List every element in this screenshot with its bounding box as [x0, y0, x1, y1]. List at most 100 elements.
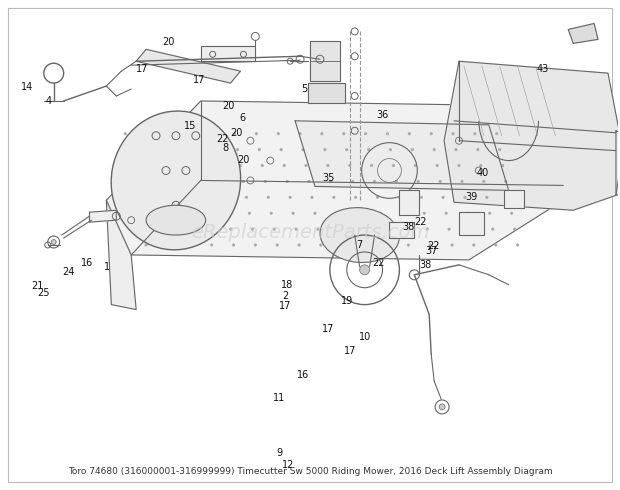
Circle shape [264, 180, 267, 183]
Circle shape [292, 212, 294, 215]
Circle shape [376, 196, 379, 198]
Circle shape [146, 133, 148, 135]
Circle shape [389, 148, 392, 151]
Ellipse shape [111, 111, 241, 250]
Text: 5: 5 [301, 84, 307, 94]
Circle shape [149, 148, 151, 151]
Circle shape [286, 180, 288, 183]
Polygon shape [295, 121, 508, 191]
Circle shape [130, 164, 133, 167]
Circle shape [321, 133, 323, 135]
Text: 17: 17 [322, 324, 335, 334]
Circle shape [470, 228, 472, 230]
Circle shape [330, 180, 332, 183]
Circle shape [139, 212, 141, 215]
Circle shape [232, 244, 235, 246]
Text: 36: 36 [376, 110, 389, 120]
Circle shape [461, 180, 463, 183]
Circle shape [472, 244, 475, 246]
Text: 4: 4 [45, 97, 51, 106]
Circle shape [289, 196, 291, 198]
Circle shape [248, 212, 250, 215]
Text: 17: 17 [279, 301, 291, 311]
Circle shape [255, 133, 257, 135]
Circle shape [133, 180, 135, 183]
Circle shape [360, 228, 363, 230]
Circle shape [442, 196, 445, 198]
Text: 17: 17 [136, 64, 149, 74]
Text: 37: 37 [426, 246, 438, 256]
Ellipse shape [320, 208, 399, 263]
Text: Toro 74680 (316000001-316999999) Timecutter Sw 5000 Riding Mower, 2016 Deck Lift: Toro 74680 (316000001-316999999) Timecut… [68, 467, 552, 476]
Circle shape [193, 148, 195, 151]
Circle shape [495, 133, 498, 135]
Circle shape [167, 244, 169, 246]
Text: 20: 20 [237, 155, 250, 165]
Polygon shape [616, 131, 620, 196]
Circle shape [218, 164, 220, 167]
Circle shape [420, 196, 422, 198]
Text: 11: 11 [273, 393, 285, 403]
Circle shape [299, 133, 301, 135]
Circle shape [411, 148, 414, 151]
Text: 16: 16 [81, 259, 93, 269]
Text: 22: 22 [415, 217, 427, 227]
Circle shape [233, 133, 236, 135]
Text: 2: 2 [282, 291, 288, 301]
Circle shape [467, 212, 469, 215]
Text: 7: 7 [356, 240, 363, 250]
Circle shape [448, 228, 450, 230]
Circle shape [482, 180, 485, 183]
Circle shape [124, 133, 126, 135]
Text: 16: 16 [296, 370, 309, 380]
Circle shape [177, 180, 179, 183]
Circle shape [480, 164, 482, 167]
Text: 12: 12 [282, 460, 294, 470]
Circle shape [136, 196, 138, 198]
Polygon shape [503, 191, 523, 208]
Text: 43: 43 [537, 64, 549, 74]
Circle shape [379, 212, 382, 215]
Circle shape [360, 265, 370, 275]
Circle shape [373, 180, 376, 183]
Circle shape [339, 228, 341, 230]
Circle shape [226, 212, 229, 215]
Circle shape [158, 196, 160, 198]
Circle shape [208, 228, 210, 230]
Circle shape [343, 133, 345, 135]
Circle shape [170, 148, 173, 151]
Circle shape [333, 196, 335, 198]
Circle shape [142, 228, 144, 230]
Circle shape [363, 244, 366, 246]
Circle shape [417, 180, 420, 183]
Circle shape [516, 244, 519, 246]
Circle shape [174, 164, 176, 167]
Circle shape [277, 133, 280, 135]
Circle shape [458, 164, 460, 167]
Circle shape [395, 180, 397, 183]
Circle shape [451, 244, 453, 246]
Circle shape [190, 133, 192, 135]
Polygon shape [89, 210, 117, 222]
Circle shape [261, 164, 264, 167]
Text: 8: 8 [222, 143, 228, 153]
Circle shape [298, 244, 300, 246]
Polygon shape [136, 49, 241, 83]
Circle shape [185, 228, 188, 230]
Circle shape [168, 133, 170, 135]
Circle shape [430, 133, 432, 135]
Circle shape [445, 212, 447, 215]
Circle shape [305, 164, 308, 167]
Text: eReplacementParts.com: eReplacementParts.com [191, 222, 429, 242]
Circle shape [220, 180, 223, 183]
Circle shape [502, 164, 504, 167]
Circle shape [477, 148, 479, 151]
Text: 21: 21 [32, 281, 44, 292]
Circle shape [352, 180, 354, 183]
Circle shape [513, 228, 516, 230]
Circle shape [195, 164, 198, 167]
Circle shape [436, 164, 438, 167]
Circle shape [51, 240, 56, 245]
Circle shape [188, 244, 191, 246]
Text: 10: 10 [360, 333, 371, 343]
